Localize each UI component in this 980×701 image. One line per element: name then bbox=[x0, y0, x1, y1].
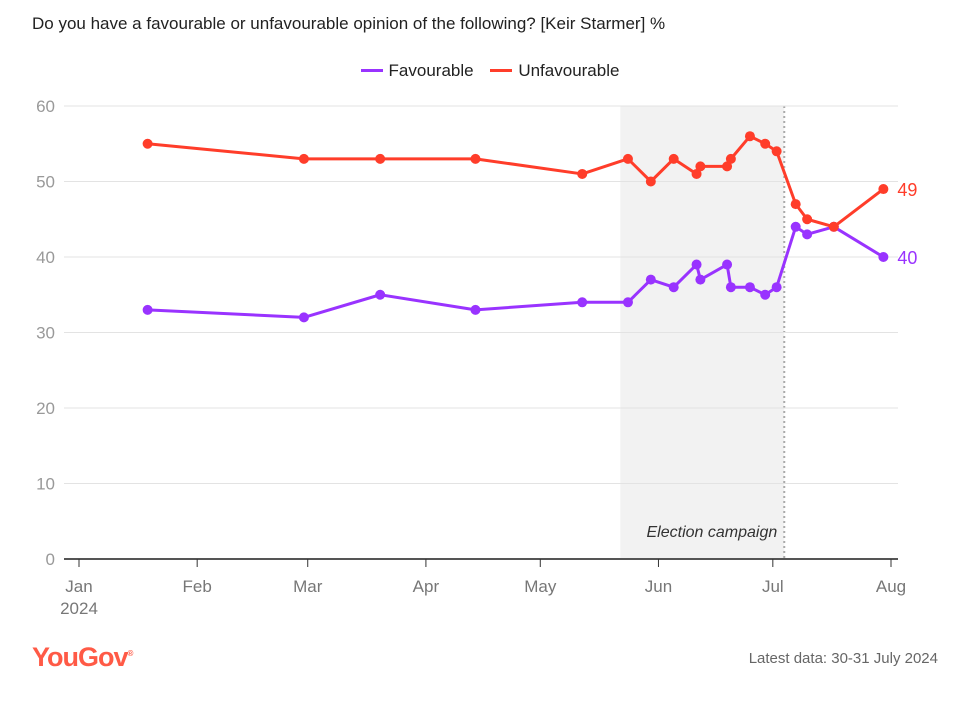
data-point bbox=[645, 274, 656, 285]
data-point bbox=[878, 184, 889, 195]
x-tick-label: Apr bbox=[413, 577, 440, 596]
brand-text: YouGov bbox=[32, 642, 129, 672]
data-point bbox=[470, 304, 481, 315]
data-point bbox=[744, 282, 755, 293]
data-point bbox=[577, 297, 588, 308]
data-point bbox=[744, 131, 755, 142]
data-point bbox=[622, 297, 633, 308]
data-point bbox=[142, 304, 153, 315]
legend-item-unfavourable: Unfavourable bbox=[490, 61, 619, 81]
data-point bbox=[771, 282, 782, 293]
x-tick-label: Mar bbox=[293, 577, 323, 596]
data-point bbox=[695, 274, 706, 285]
data-point bbox=[802, 229, 813, 240]
data-point bbox=[790, 199, 801, 210]
y-tick-label: 10 bbox=[36, 475, 55, 494]
annotation-label: Election campaign bbox=[647, 524, 778, 541]
x-tick-label: Jun bbox=[645, 577, 672, 596]
legend-label: Favourable bbox=[388, 60, 474, 80]
x-tick-label: Jul bbox=[762, 577, 784, 596]
data-point bbox=[790, 221, 801, 232]
x-tick-sublabel: 2024 bbox=[60, 599, 98, 618]
data-point bbox=[691, 168, 702, 179]
data-point bbox=[878, 252, 889, 262]
data-point bbox=[760, 289, 771, 300]
y-tick-label: 40 bbox=[36, 248, 55, 267]
x-tick-label: Jan bbox=[65, 577, 92, 596]
chart-title: Do you have a favourable or unfavourable… bbox=[32, 14, 666, 33]
data-point bbox=[691, 259, 702, 270]
y-tick-label: 20 bbox=[36, 399, 55, 418]
data-point bbox=[760, 138, 771, 149]
data-point bbox=[668, 153, 679, 164]
legend-label: Unfavourable bbox=[518, 60, 620, 80]
latest-data-note: Latest data: 30-31 July 2024 bbox=[748, 650, 938, 667]
data-point bbox=[645, 176, 656, 187]
data-point bbox=[470, 153, 481, 164]
x-tick-label: Aug bbox=[876, 577, 906, 596]
data-point bbox=[298, 312, 309, 323]
data-point bbox=[828, 221, 839, 232]
x-tick-label: Feb bbox=[183, 577, 212, 596]
y-tick-label: 30 bbox=[36, 324, 55, 343]
data-point bbox=[695, 161, 706, 172]
data-point bbox=[725, 282, 736, 293]
data-point bbox=[725, 153, 736, 164]
legend-item-favourable: Favourable bbox=[360, 60, 474, 81]
end-label: 40 bbox=[897, 248, 917, 268]
data-point bbox=[577, 168, 588, 179]
data-point bbox=[375, 153, 386, 164]
legend-swatch bbox=[360, 69, 383, 72]
data-point bbox=[722, 161, 733, 172]
y-tick-label: 50 bbox=[36, 173, 55, 192]
end-label: 49 bbox=[897, 180, 917, 200]
data-point bbox=[622, 153, 633, 164]
y-tick-label: 0 bbox=[46, 550, 55, 569]
legend: Favourable Unfavourable bbox=[0, 57, 980, 81]
data-point bbox=[298, 153, 309, 164]
legend-swatch bbox=[490, 69, 513, 72]
y-tick-label: 60 bbox=[36, 97, 55, 116]
data-point bbox=[668, 282, 679, 293]
x-tick-label: May bbox=[524, 577, 557, 596]
data-point bbox=[142, 138, 153, 149]
data-point bbox=[722, 259, 733, 270]
data-point bbox=[771, 146, 782, 157]
data-point bbox=[375, 289, 386, 300]
yougov-logo: YouGov® bbox=[32, 642, 133, 672]
data-point bbox=[802, 214, 813, 225]
